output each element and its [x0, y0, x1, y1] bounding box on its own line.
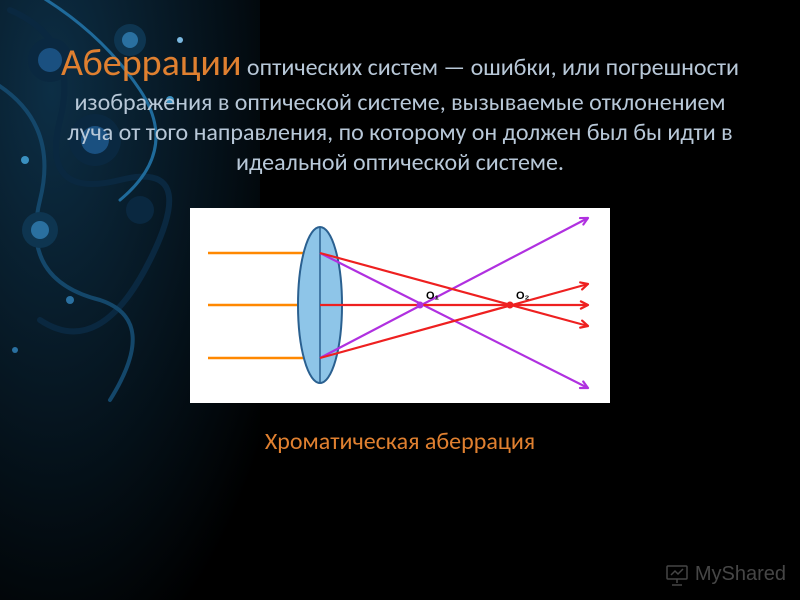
svg-text:O₁: O₁ — [426, 290, 440, 302]
slide-content: Аберрации оптических систем — ошибки, ил… — [0, 0, 800, 600]
diagram-caption: Хроматическая аберрация — [265, 427, 535, 456]
slide-title-block: Аберрации оптических систем — ошибки, ил… — [50, 40, 750, 178]
presentation-icon — [665, 564, 689, 586]
title-accent-word: Аберрации — [61, 40, 241, 86]
svg-text:O₂: O₂ — [516, 290, 530, 302]
watermark: MyShared — [665, 563, 786, 586]
watermark-text: MyShared — [695, 563, 786, 586]
chromatic-aberration-diagram: O₁ O₂ — [190, 208, 610, 403]
